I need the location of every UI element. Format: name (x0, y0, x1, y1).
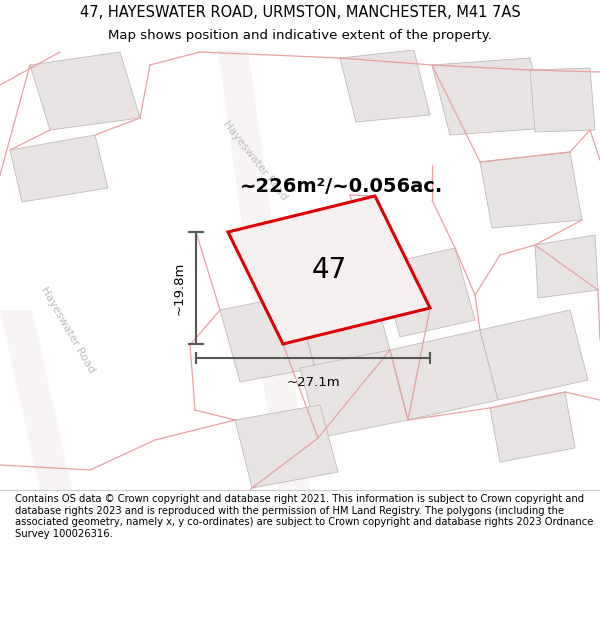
Polygon shape (490, 392, 575, 462)
Text: Hayeswater Road: Hayeswater Road (221, 118, 289, 202)
Polygon shape (480, 310, 588, 400)
Polygon shape (380, 248, 475, 337)
Polygon shape (228, 196, 430, 344)
Polygon shape (10, 135, 108, 202)
Polygon shape (340, 50, 430, 122)
Text: Hayeswater Road: Hayeswater Road (39, 285, 97, 375)
Polygon shape (432, 58, 548, 135)
Polygon shape (0, 310, 72, 490)
Polygon shape (30, 52, 140, 130)
Polygon shape (295, 278, 390, 368)
Polygon shape (480, 152, 582, 228)
Polygon shape (530, 68, 595, 132)
Polygon shape (220, 295, 315, 382)
Polygon shape (390, 330, 498, 420)
Polygon shape (300, 350, 408, 438)
Text: ~19.8m: ~19.8m (172, 261, 185, 315)
Polygon shape (218, 50, 310, 490)
Text: ~27.1m: ~27.1m (286, 376, 340, 389)
Polygon shape (535, 235, 598, 298)
Polygon shape (235, 405, 338, 488)
Text: Map shows position and indicative extent of the property.: Map shows position and indicative extent… (108, 29, 492, 42)
Text: 47: 47 (311, 256, 347, 284)
Text: ~226m²/~0.056ac.: ~226m²/~0.056ac. (240, 177, 443, 196)
Text: Contains OS data © Crown copyright and database right 2021. This information is : Contains OS data © Crown copyright and d… (15, 494, 593, 539)
Text: 47, HAYESWATER ROAD, URMSTON, MANCHESTER, M41 7AS: 47, HAYESWATER ROAD, URMSTON, MANCHESTER… (80, 5, 520, 20)
